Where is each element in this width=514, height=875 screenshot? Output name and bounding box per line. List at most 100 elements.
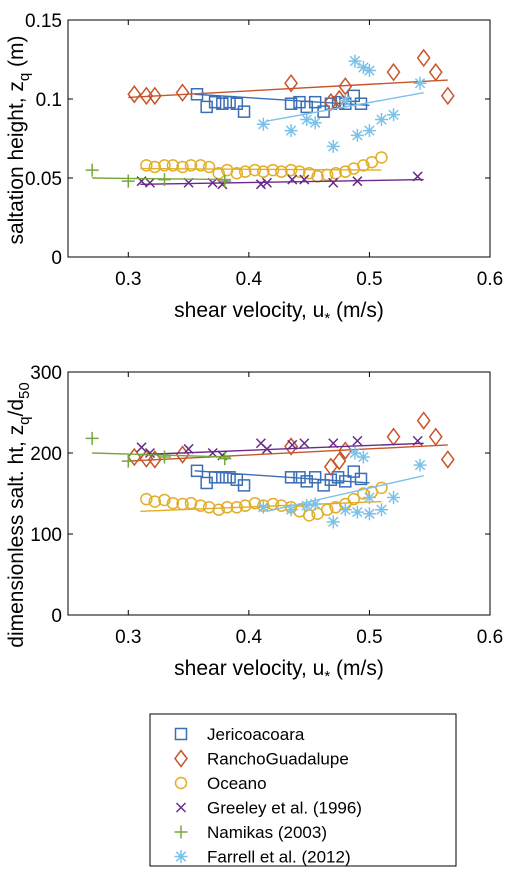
- point-greeley: [287, 439, 298, 450]
- point-namikas: [218, 174, 232, 188]
- legend-marker-farrell: [174, 850, 188, 863]
- point-farrell: [362, 491, 376, 505]
- point-jericoacoara: [208, 471, 222, 484]
- series-ranchoguadalupe: [127, 411, 455, 477]
- chart-bottom-xlabel: shear velocity, u* (m/s): [174, 657, 384, 685]
- legend-label-jericoacoara: Jericoacoara: [207, 725, 305, 744]
- point-oceano: [194, 499, 207, 512]
- point-jericoacoara: [237, 105, 251, 118]
- fit-line-farrell: [266, 474, 424, 513]
- point-ranchoguadalupe: [440, 86, 455, 106]
- point-jericoacoara: [339, 475, 352, 488]
- point-farrell: [413, 76, 427, 90]
- point-namikas: [121, 174, 135, 188]
- point-farrell: [350, 505, 364, 519]
- point-greeley: [255, 179, 266, 190]
- point-farrell: [387, 491, 401, 505]
- point-oceano: [202, 160, 216, 174]
- point-jericoacoara: [216, 97, 229, 110]
- point-farrell: [348, 446, 362, 460]
- point-namikas: [157, 450, 171, 464]
- legend-entry-namikas: Namikas (2003): [174, 823, 327, 842]
- point-farrell: [374, 113, 388, 127]
- point-jericoacoara: [208, 95, 222, 109]
- series-jericoacoara: [190, 464, 370, 492]
- point-jericoacoara: [354, 472, 368, 486]
- point-oceano: [158, 493, 171, 507]
- point-greeley: [412, 435, 423, 446]
- legend-label-farrell: Farrell et al. (2012): [207, 848, 351, 867]
- x-tick-label: 0.4: [236, 269, 263, 290]
- series-greeley: [136, 171, 424, 190]
- point-jericoacoara: [284, 471, 298, 484]
- point-oceano: [148, 160, 162, 174]
- point-oceano: [275, 165, 288, 178]
- point-farrell: [338, 94, 352, 108]
- point-farrell: [413, 458, 427, 472]
- point-oceano: [284, 163, 298, 177]
- legend-entry-greeley: Greeley et al. (1996): [175, 799, 362, 818]
- point-jericoacoara: [216, 471, 229, 484]
- y-tick-label: 0.05: [25, 169, 62, 190]
- point-greeley: [144, 177, 156, 188]
- point-jericoacoara: [308, 471, 322, 484]
- point-greeley: [328, 177, 339, 188]
- point-oceano: [184, 159, 198, 172]
- series-namikas: [85, 431, 232, 468]
- chart-bottom-ylabel: dimensionless salt. ht, zq/d50: [5, 382, 33, 647]
- series-greeley: [136, 435, 424, 461]
- series-oceano: [140, 151, 388, 183]
- point-ranchoguadalupe: [428, 62, 443, 82]
- point-greeley: [299, 438, 310, 449]
- point-oceano: [212, 503, 225, 516]
- point-jericoacoara: [230, 97, 244, 110]
- point-ranchoguadalupe: [332, 89, 347, 109]
- point-jericoacoara: [293, 95, 306, 109]
- point-oceano: [140, 492, 153, 506]
- legend-marker-oceano: [174, 776, 188, 790]
- point-oceano: [166, 496, 180, 510]
- point-greeley: [261, 443, 272, 454]
- chart-top-xlabel: shear velocity, u* (m/s): [174, 299, 384, 327]
- point-ranchoguadalupe: [127, 85, 142, 104]
- point-oceano: [257, 165, 270, 178]
- point-farrell: [284, 124, 298, 138]
- point-oceano: [220, 501, 234, 514]
- legend-entry-oceano: Oceano: [174, 774, 267, 793]
- point-farrell: [362, 64, 376, 78]
- point-jericoacoara: [237, 479, 251, 492]
- point-oceano: [166, 159, 180, 172]
- legend-label-greeley: Greeley et al. (1996): [207, 799, 362, 818]
- point-greeley: [352, 176, 363, 187]
- legend-label-namikas: Namikas (2003): [207, 823, 327, 842]
- point-ranchoguadalupe: [284, 437, 298, 456]
- point-farrell: [356, 60, 370, 74]
- point-oceano: [148, 495, 162, 508]
- point-oceano: [248, 163, 262, 177]
- point-jericoacoara: [300, 475, 313, 488]
- point-oceano: [194, 159, 207, 172]
- point-jericoacoara: [223, 471, 236, 484]
- point-greeley: [299, 174, 310, 185]
- point-oceano: [248, 496, 262, 510]
- fit-line-greeley: [140, 442, 424, 456]
- point-oceano: [176, 160, 189, 174]
- point-oceano: [357, 159, 370, 172]
- x-tick-label: 0.6: [477, 627, 503, 648]
- point-namikas: [121, 454, 135, 468]
- point-farrell: [300, 113, 314, 127]
- point-ranchoguadalupe: [416, 48, 431, 68]
- x-tick-label: 0.3: [115, 627, 141, 648]
- legend-marker-namikas: [174, 825, 188, 839]
- x-tick-label: 0.6: [477, 269, 503, 290]
- point-greeley: [144, 447, 156, 459]
- point-ranchoguadalupe: [386, 62, 401, 82]
- x-tick-label: 0.5: [356, 269, 382, 290]
- point-ranchoguadalupe: [332, 451, 347, 471]
- point-oceano: [158, 159, 171, 172]
- chart-bottom-marks: [85, 411, 455, 529]
- fit-line-greeley: [140, 178, 424, 186]
- point-farrell: [308, 116, 322, 130]
- chart-bottom-ticks: 0.3 0.4 0.5 0.6 0 100 200 300: [30, 363, 503, 648]
